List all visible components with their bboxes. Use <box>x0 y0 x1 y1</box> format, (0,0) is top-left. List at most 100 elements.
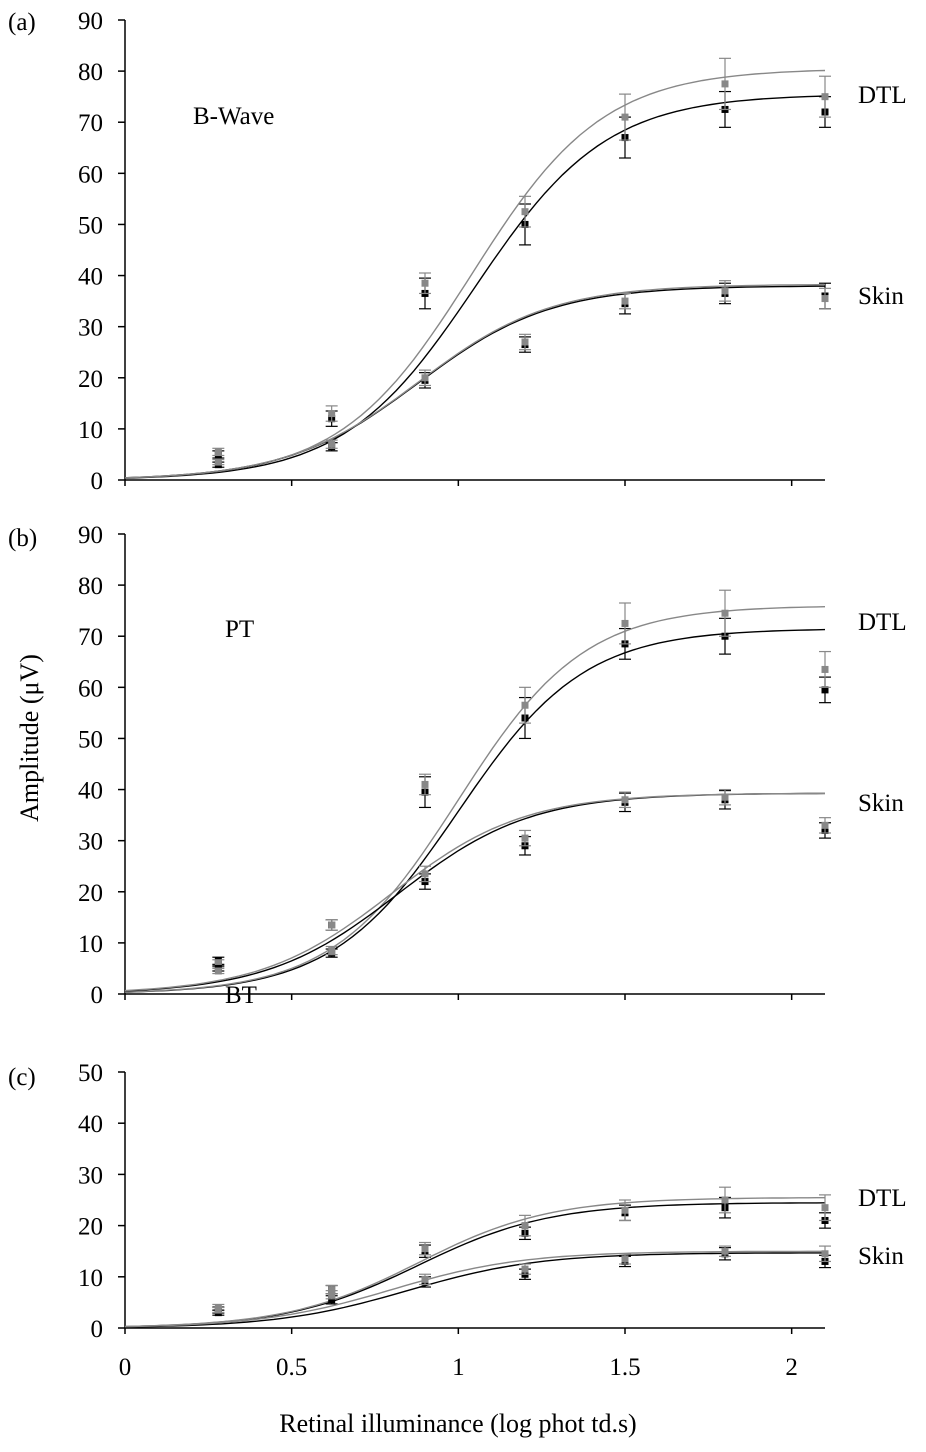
data-point <box>821 1204 829 1212</box>
fit-curve <box>124 285 825 479</box>
data-point <box>821 295 829 303</box>
y-tick-label: 40 <box>78 264 103 291</box>
series-dtl-dark <box>124 1196 831 1328</box>
fit-curve <box>124 69 826 479</box>
y-tick-label: 10 <box>78 1265 103 1292</box>
data-point <box>421 1245 429 1253</box>
x-tick-label: 0 <box>119 1354 132 1381</box>
group-label-dtl: DTL <box>858 82 907 109</box>
y-tick-label: 90 <box>78 522 103 549</box>
group-label-dtl: DTL <box>858 1185 907 1212</box>
y-tick-label: 70 <box>78 110 103 137</box>
data-point <box>821 1250 829 1258</box>
y-tick-label: 70 <box>78 624 103 651</box>
panel-a: 0 10 20 30 40 50 60 70 80 90 (a) B-Wave DTL Skin <box>8 8 907 495</box>
data-point <box>721 609 729 617</box>
y-tick-label: 60 <box>78 161 103 188</box>
data-point <box>621 619 629 627</box>
data-point <box>421 1275 429 1283</box>
y-tick-label: 30 <box>78 829 103 856</box>
panel-annotation: PT <box>225 616 254 643</box>
x-tick-label: 1 <box>452 1354 465 1381</box>
x-tick-label: 1.5 <box>609 1354 640 1381</box>
fit-curve <box>124 283 826 479</box>
series-skin-dark <box>124 1247 831 1328</box>
data-point <box>821 93 829 101</box>
panel-label: (b) <box>8 525 37 552</box>
data-point <box>721 1196 729 1204</box>
data-point <box>328 1286 336 1294</box>
data-point <box>621 1255 629 1263</box>
series-skin-dark <box>124 789 831 992</box>
panel-label: (c) <box>8 1064 36 1091</box>
y-tick-label: 0 <box>91 982 104 1009</box>
y-tick-label: 0 <box>91 468 104 495</box>
series-skin-grey <box>124 280 831 479</box>
group-label-skin: Skin <box>858 790 904 817</box>
y-tick-label: 30 <box>78 1162 103 1189</box>
panel-annotation: BT <box>225 982 257 1009</box>
y-axis-label: Amplitude (μV) <box>15 654 44 822</box>
group-label-skin: Skin <box>858 283 904 310</box>
data-point <box>421 374 429 382</box>
group-label-dtl: DTL <box>858 609 907 636</box>
data-point <box>721 287 729 295</box>
y-tick-label: 80 <box>78 59 103 86</box>
fit-curve <box>124 792 825 992</box>
fit-curve <box>124 1252 825 1328</box>
group-label-skin: Skin <box>858 1243 904 1270</box>
data-point <box>328 440 336 448</box>
data-point <box>328 921 336 929</box>
y-tick-label: 10 <box>78 417 103 444</box>
series-skin-grey <box>124 1245 831 1328</box>
data-point <box>821 665 829 673</box>
y-tick-label: 40 <box>78 1111 103 1138</box>
y-tick-label: 30 <box>78 315 103 342</box>
y-tick-label: 0 <box>91 1316 104 1343</box>
y-tick-label: 90 <box>78 8 103 35</box>
x-tick-label: 0.5 <box>276 1354 307 1381</box>
fit-curve <box>124 1196 825 1328</box>
panel-annotation: B-Wave <box>193 103 274 130</box>
data-point <box>521 338 529 346</box>
data-point <box>721 793 729 801</box>
data-point <box>721 1247 729 1255</box>
data-point <box>521 1265 529 1273</box>
data-point <box>821 821 829 829</box>
fit-curve <box>124 1250 825 1328</box>
y-tick-label: 20 <box>78 366 103 393</box>
fit-curve <box>124 628 826 993</box>
y-tick-label: 20 <box>78 1214 103 1241</box>
series-dtl-grey <box>124 589 831 993</box>
data-point <box>621 796 629 804</box>
fit-curve <box>124 95 826 479</box>
data-point <box>421 780 429 788</box>
data-point <box>621 1206 629 1214</box>
data-point <box>328 410 336 418</box>
fit-curve <box>124 792 826 992</box>
data-point <box>521 208 529 216</box>
data-point <box>421 870 429 878</box>
data-point <box>328 947 336 955</box>
data-point <box>214 967 222 975</box>
data-point <box>821 686 829 694</box>
y-tick-label: 50 <box>78 726 103 753</box>
y-tick-label: 10 <box>78 931 103 958</box>
y-tick-label: 50 <box>78 1060 103 1087</box>
panel-c: 0 10 20 30 40 50 (c) BT DTL Skin <box>8 982 907 1343</box>
data-point <box>521 834 529 842</box>
series-skin-grey <box>124 788 831 992</box>
fit-curve <box>124 1202 826 1328</box>
y-tick-label: 80 <box>78 573 103 600</box>
y-tick-label: 40 <box>78 778 103 805</box>
data-point <box>521 701 529 709</box>
data-point <box>521 1222 529 1230</box>
data-point <box>214 959 222 967</box>
x-tick-labels: 0 0.5 1 1.5 2 <box>119 1354 798 1381</box>
x-tick-label: 2 <box>785 1354 798 1381</box>
data-point <box>328 1296 336 1304</box>
panels: 0 10 20 30 40 50 60 70 80 90 (a) B-Wave DTL Skin 0 10 20… <box>8 8 907 1343</box>
data-point <box>214 448 222 456</box>
y-tick-label: 50 <box>78 212 103 239</box>
